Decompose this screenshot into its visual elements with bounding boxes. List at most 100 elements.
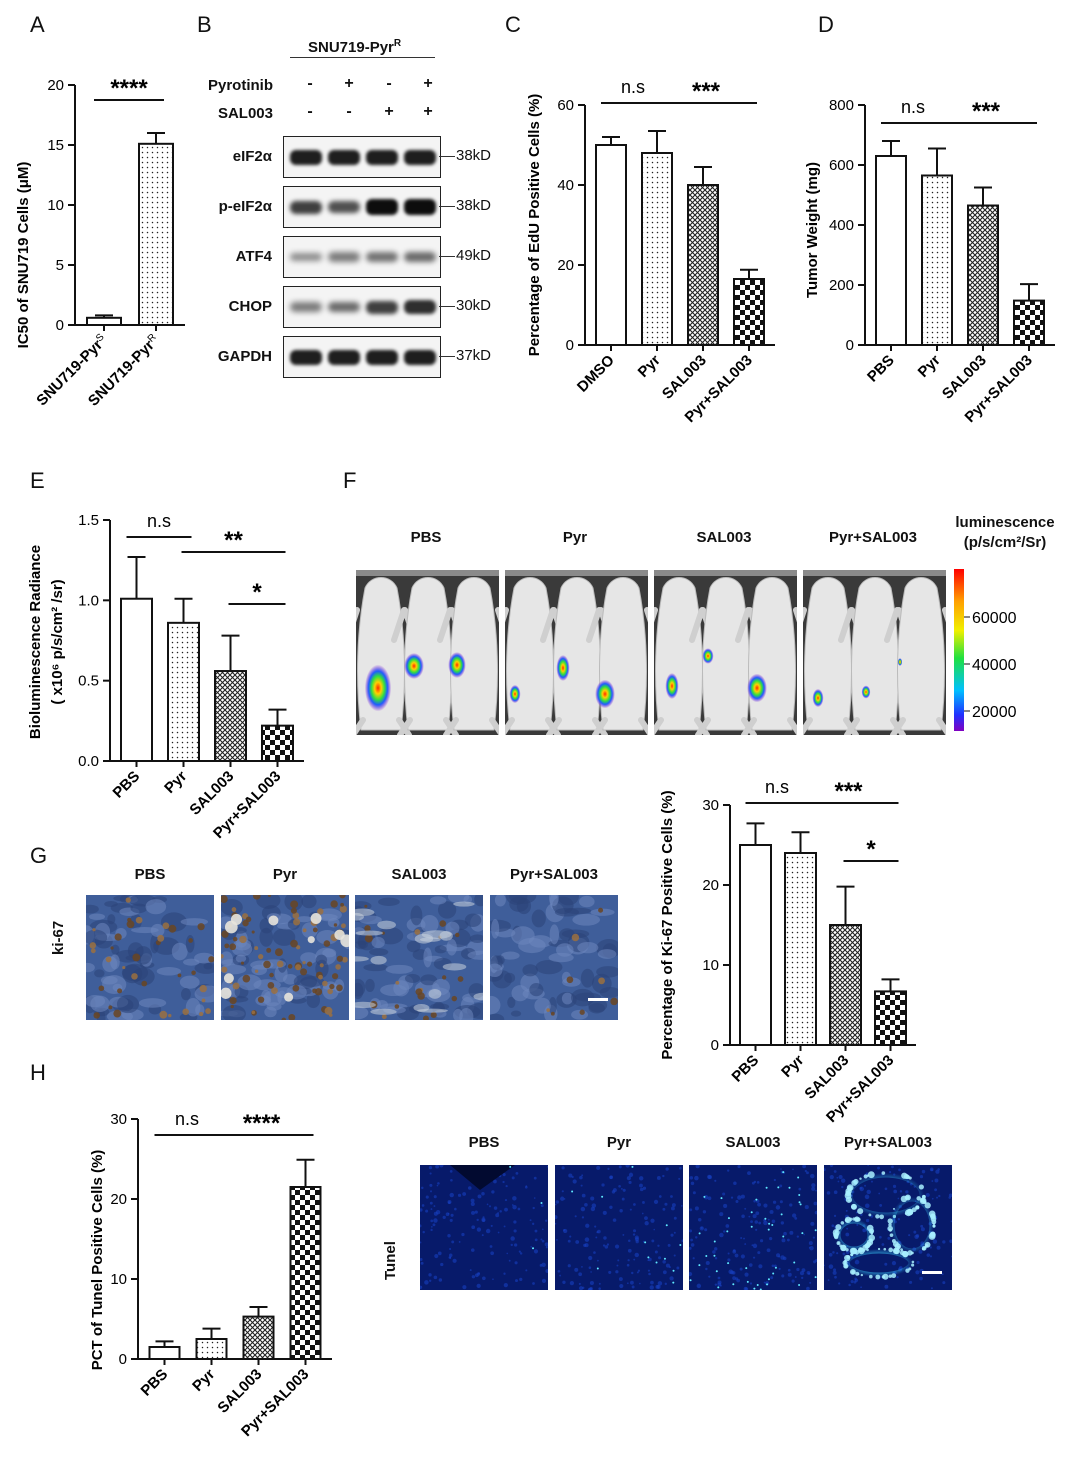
kd-marker-label: 30kD [456, 297, 492, 314]
protein-band [366, 300, 398, 314]
bar [195, 1338, 228, 1360]
panel-label-g: G [30, 843, 48, 868]
luminescence-signal [404, 653, 424, 679]
mouse-silhouette [553, 577, 601, 731]
protein-band [328, 301, 360, 313]
panel-label-d: D [818, 12, 834, 37]
protein-band [290, 302, 322, 312]
treatment-sign: + [423, 103, 433, 120]
y-tick-label: 600 [829, 157, 854, 174]
blot-strip [283, 336, 441, 378]
y-tick-label: 20 [702, 877, 719, 894]
protein-band [328, 349, 360, 365]
western-title: SNU719-PyrR [308, 38, 402, 56]
mouse-silhouette [851, 577, 899, 731]
scale-tick-60000: 60000 [972, 610, 1017, 627]
protein-band [404, 349, 436, 365]
luminescence-scale: 60000 40000 20000 [954, 569, 1017, 731]
panel-label-f: F [343, 468, 357, 493]
protein-band [366, 199, 398, 215]
panel-label-h: H [30, 1060, 46, 1085]
bar [120, 597, 153, 762]
blot-strip [283, 136, 441, 178]
western-blot-panel: SNU719-PyrR Pyrotinib - + - + SAL003 - - + + eIF2α… [198, 30, 508, 410]
chart-g-ylabel: Percentage of Ki-67 Positive Cells (%) [659, 790, 676, 1059]
bar [733, 278, 765, 346]
bar [148, 1346, 181, 1360]
x-tick-label: PBS [109, 768, 143, 802]
y-tick-label: 1.5 [78, 512, 99, 529]
blot-strip [283, 186, 441, 228]
mouse-silhouette [804, 577, 852, 731]
ihc-row-label: ki-67 [50, 920, 67, 955]
x-tick-label: Pyr [778, 1052, 807, 1081]
panel-label-e: E [30, 468, 45, 493]
treatment-sign: + [344, 75, 354, 92]
kd-marker-line [439, 206, 455, 207]
bar [289, 1186, 322, 1360]
scale-bar [588, 998, 608, 1001]
bar [687, 184, 719, 346]
x-tick-label: PBS [864, 352, 898, 386]
luminescence-signal [812, 688, 824, 708]
significance-label: *** [692, 78, 721, 105]
y-tick-label: 60 [557, 97, 574, 114]
panel-label-b: B [197, 12, 212, 37]
bar [739, 844, 772, 1046]
kd-marker-label: 38kD [456, 147, 492, 164]
chart-e: Bioluminescence Radiance ( x10⁶ p/s/cm² … [27, 511, 304, 842]
treatment-sign: + [384, 103, 394, 120]
bar [242, 1315, 275, 1361]
kd-marker-label: 37kD [456, 347, 492, 364]
tunel-image [824, 1165, 952, 1290]
y-tick-label: 5 [56, 257, 64, 274]
protein-label: GAPDH [217, 348, 272, 365]
tunel-row-label: Tunel [382, 1241, 399, 1280]
y-tick-label: 800 [829, 97, 854, 114]
protein-band [328, 252, 360, 262]
significance-label: n.s [621, 77, 645, 97]
chart-a: IC50 of SNU719 Cells (μM) 05101520SNU719… [15, 75, 185, 410]
panel-label-a: A [30, 12, 45, 37]
protein-band [290, 200, 322, 214]
treatment-label: Pyrotinib [207, 77, 273, 94]
kd-marker-line [439, 156, 455, 157]
bar [784, 852, 817, 1046]
ihc-panel: ki-67 PBS Pyr SAL003 Pyr+SAL003 [50, 860, 630, 1030]
blot-strip [283, 286, 441, 328]
bar [921, 174, 953, 346]
scale-tick-20000: 20000 [972, 704, 1017, 721]
y-tick-label: 0 [56, 317, 64, 334]
luminescence-signal [595, 679, 615, 709]
chart-e-ylabel: Bioluminescence Radiance [27, 545, 44, 739]
x-tick-label: PBS [728, 1052, 762, 1086]
y-tick-label: 10 [702, 957, 719, 974]
mouse-imaging-image [356, 570, 499, 735]
luminescence-signal [364, 664, 392, 712]
significance-label: **** [243, 1110, 281, 1137]
y-tick-label: 15 [47, 137, 64, 154]
kd-marker-line [439, 356, 455, 357]
x-tick-label: PBS [137, 1366, 171, 1400]
ihc-image [86, 895, 214, 1020]
imaging-group-header: Pyr+SAL003 [829, 529, 917, 546]
ihc-group-header: SAL003 [391, 866, 447, 883]
tunel-background-region [450, 1165, 515, 1190]
bar [641, 152, 673, 346]
y-tick-label: 200 [829, 277, 854, 294]
protein-band [290, 149, 322, 165]
y-tick-label: 1.0 [78, 592, 99, 609]
y-tick-label: 0 [846, 337, 854, 354]
ihc-image [490, 895, 618, 1020]
panel-label-c: C [505, 12, 521, 37]
chart-d-ylabel: Tumor Weight (mg) [804, 162, 821, 298]
bar [967, 204, 999, 346]
y-tick-label: 20 [47, 77, 64, 94]
y-tick-label: 0 [119, 1351, 127, 1368]
ihc-group-header: PBS [134, 866, 166, 883]
protein-band [290, 349, 322, 365]
mouse-imaging-image [654, 570, 797, 735]
significance-label: ** [224, 527, 243, 554]
protein-band [404, 300, 436, 314]
